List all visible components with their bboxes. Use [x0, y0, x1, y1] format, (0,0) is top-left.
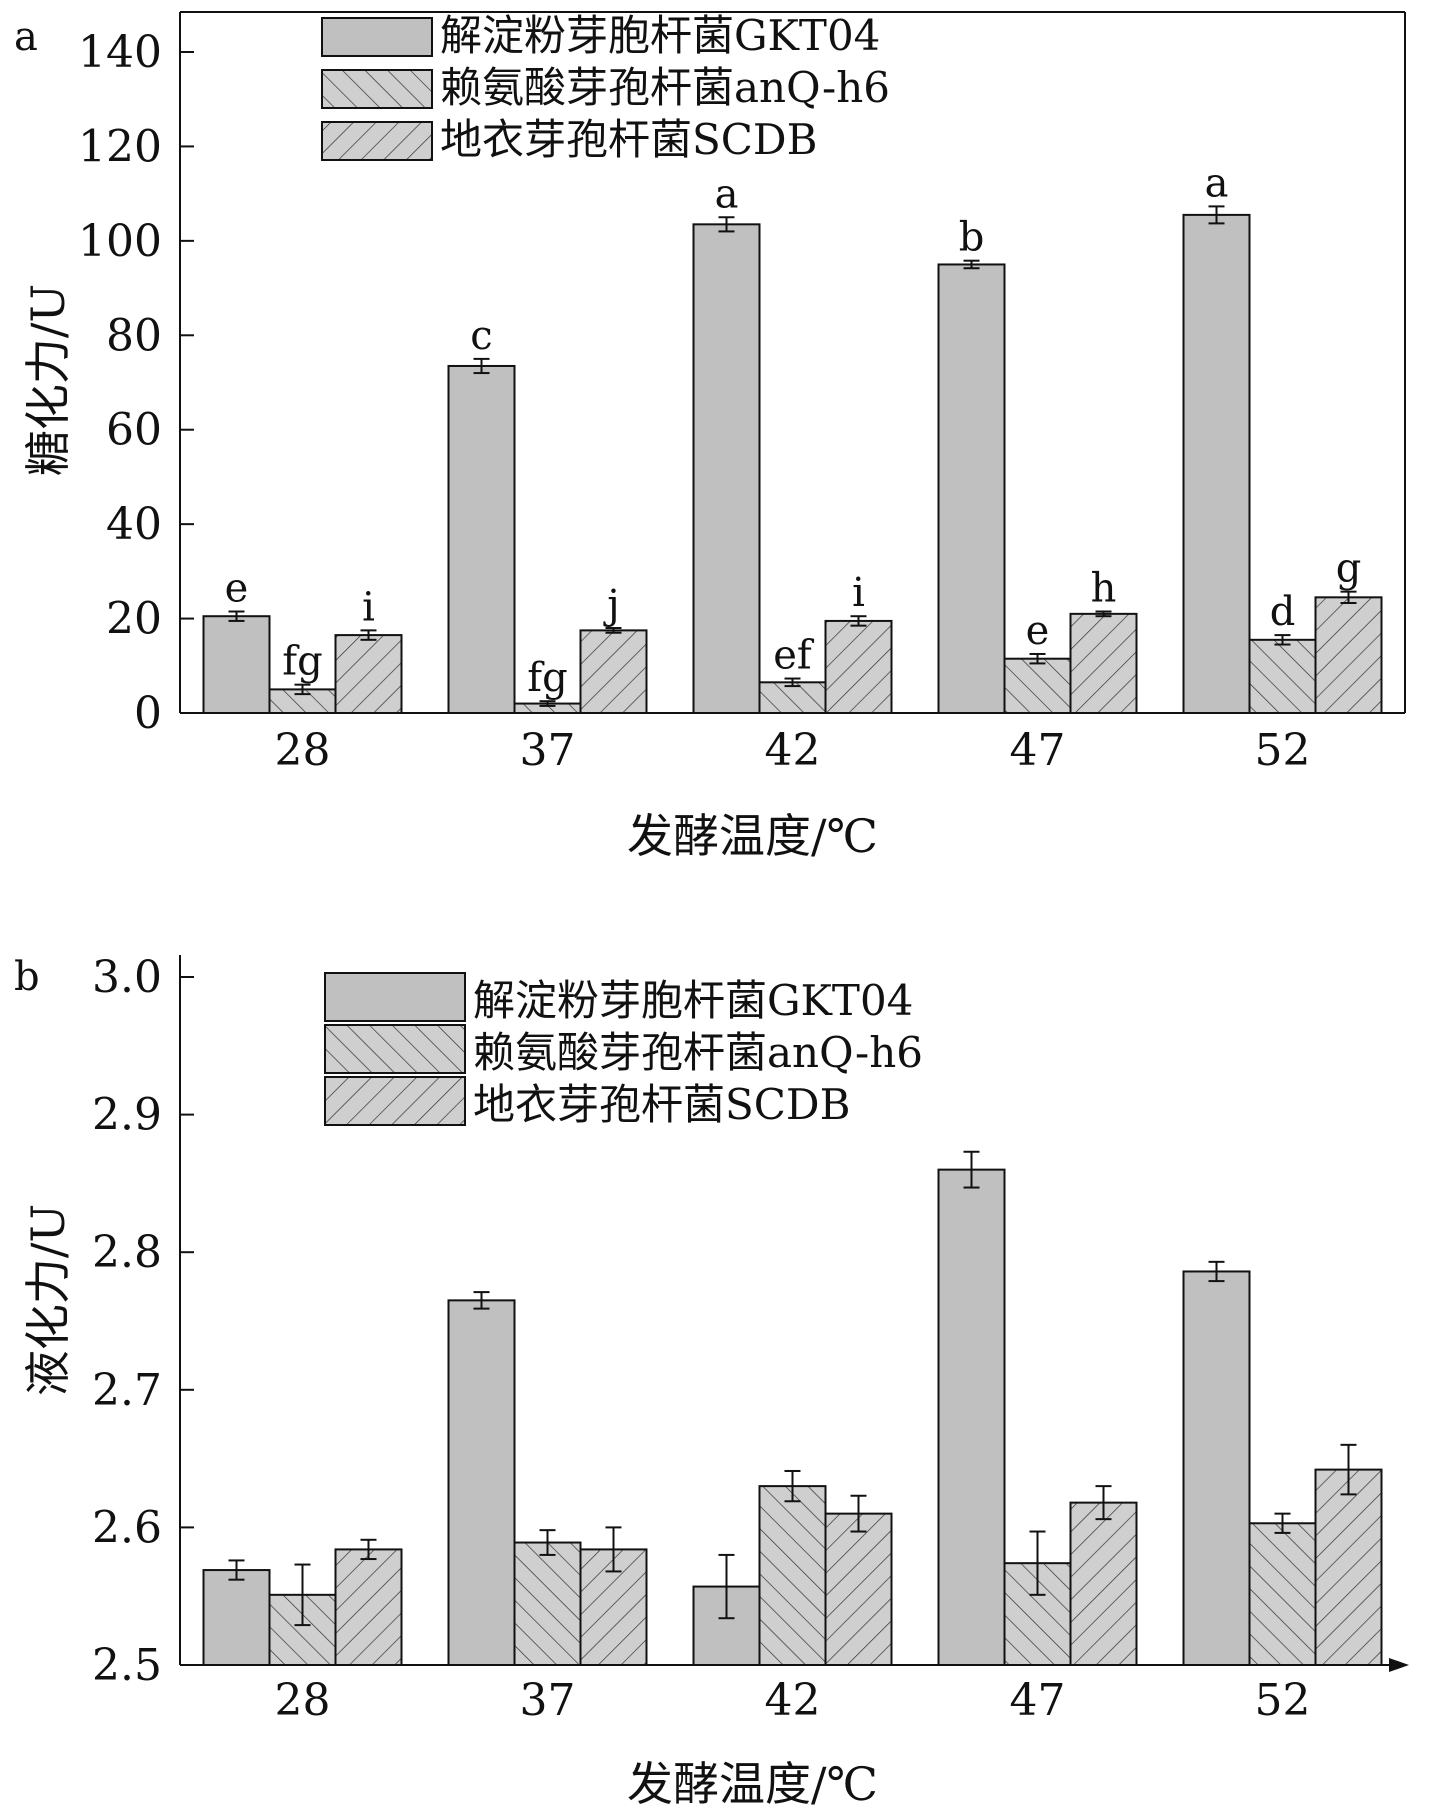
bar — [1182, 213, 1251, 714]
x-axis-label: 发酵温度/℃ — [627, 1757, 878, 1810]
significance-label: i — [362, 584, 375, 630]
panel-label: a — [14, 14, 38, 60]
bar — [758, 1485, 827, 1666]
x-tick-label: 47 — [1010, 1675, 1066, 1726]
y-tick-label: 80 — [106, 310, 162, 361]
x-tick-label: 28 — [275, 1675, 331, 1726]
y-tick-label: 140 — [78, 27, 162, 78]
significance-label: e — [225, 565, 249, 611]
bar — [513, 1541, 582, 1667]
bar — [202, 615, 271, 714]
legend-label: 赖氨酸芽孢杆菌anQ-h6 — [440, 63, 890, 112]
legend-swatch — [324, 1076, 466, 1126]
x-tick-label: 28 — [275, 725, 331, 776]
significance-label: e — [1026, 608, 1050, 654]
bar — [334, 1548, 403, 1667]
y-tick-label: 20 — [106, 594, 162, 645]
bar — [937, 263, 1006, 714]
bar — [1182, 1270, 1251, 1666]
significance-label: a — [1205, 160, 1229, 206]
y-tick-label: 0 — [134, 688, 162, 739]
bar — [937, 1168, 1006, 1666]
bar — [579, 629, 648, 714]
x-tick-label: 37 — [520, 725, 576, 776]
significance-label: c — [470, 313, 492, 359]
legend-label: 赖氨酸芽孢杆菌anQ-h6 — [473, 1028, 923, 1077]
significance-label: fg — [527, 655, 567, 701]
bar — [1003, 657, 1072, 714]
significance-label: i — [852, 570, 865, 616]
y-tick-label: 100 — [78, 216, 162, 267]
panel-label: b — [14, 954, 40, 1000]
significance-label: ef — [773, 633, 815, 679]
bar — [692, 223, 761, 714]
bar — [824, 619, 893, 714]
bar — [1248, 1522, 1317, 1666]
x-tick-label: 52 — [1255, 1675, 1311, 1726]
y-tick-label: 2.6 — [92, 1502, 162, 1553]
bar — [1069, 612, 1138, 714]
bar — [1069, 1501, 1138, 1666]
y-tick-label: 40 — [106, 499, 162, 550]
legend-swatch — [321, 17, 433, 57]
y-axis-label: 液化力/U — [21, 1204, 75, 1396]
legend-swatch — [321, 121, 433, 161]
y-tick-label: 2.8 — [92, 1227, 162, 1278]
bar — [1314, 596, 1383, 715]
x-tick-label: 42 — [765, 725, 821, 776]
legend-label: 解淀粉芽胞杆菌GKT04 — [473, 976, 913, 1025]
legend-label: 解淀粉芽胞杆菌GKT04 — [440, 11, 880, 60]
legend-swatch — [324, 972, 466, 1022]
legend-label: 地衣芽孢杆菌SCDB — [473, 1080, 850, 1129]
bar — [447, 364, 516, 714]
bar — [824, 1512, 893, 1667]
chart-panel-a: a02040608010012014028efgi37cfgj42aefi47b… — [14, 11, 1406, 863]
significance-label: d — [1270, 589, 1296, 635]
x-axis-arrow-icon — [1389, 1658, 1409, 1672]
significance-label: j — [603, 582, 619, 628]
significance-label: a — [715, 171, 739, 217]
x-tick-label: 37 — [520, 1675, 576, 1726]
x-axis-label: 发酵温度/℃ — [627, 809, 878, 863]
y-tick-label: 60 — [106, 405, 162, 456]
bar — [1314, 1468, 1383, 1667]
legend-label: 地衣芽孢杆菌SCDB — [440, 115, 817, 164]
bar — [447, 1299, 516, 1666]
significance-label: h — [1091, 565, 1117, 611]
significance-label: g — [1336, 546, 1362, 592]
legend-swatch — [321, 69, 433, 109]
y-tick-label: 3.0 — [92, 952, 162, 1003]
legend-swatch — [324, 1024, 466, 1074]
significance-label: b — [959, 215, 985, 261]
bar — [202, 1569, 271, 1667]
bar — [1248, 638, 1317, 715]
y-tick-label: 2.5 — [92, 1640, 162, 1691]
y-axis-label: 糖化力/U — [21, 284, 75, 476]
significance-label: fg — [282, 639, 322, 685]
chart-panel-b: b 2.5 2.6 2.7 2.8 2.9 3.0 28 37 42 47 52 解淀粉芽胞杆菌GKT0… — [14, 952, 1409, 1810]
x-tick-label: 42 — [765, 1675, 821, 1726]
y-tick-label: 2.7 — [92, 1365, 162, 1416]
y-tick-label: 120 — [78, 121, 162, 172]
x-tick-label: 52 — [1255, 725, 1311, 776]
y-tick-label: 2.9 — [92, 1090, 162, 1141]
x-tick-label: 47 — [1010, 725, 1066, 776]
bar — [334, 634, 403, 715]
